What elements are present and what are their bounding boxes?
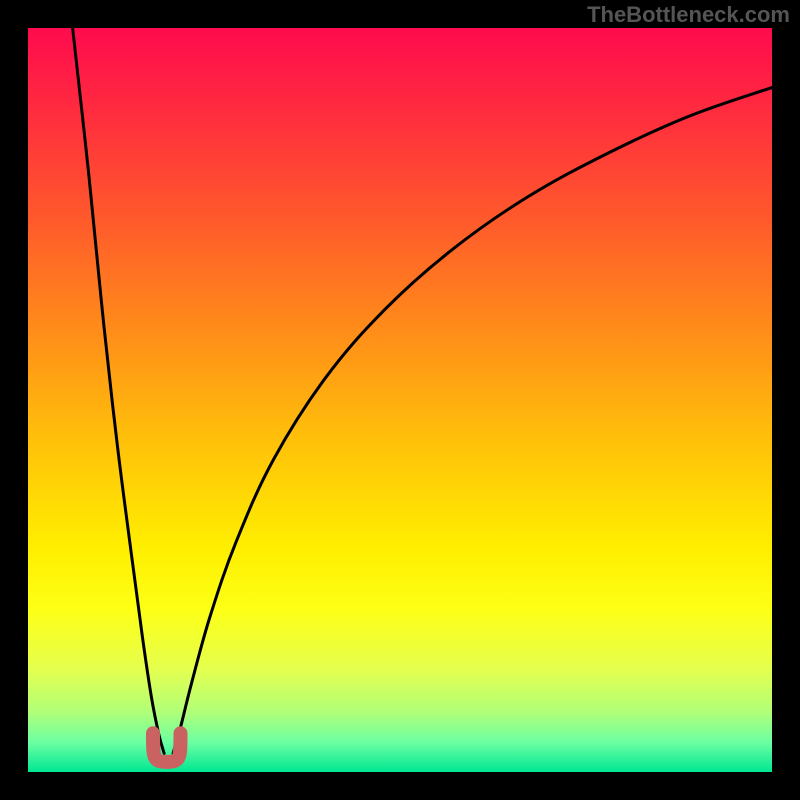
chart-svg — [0, 0, 800, 800]
chart-container: TheBottleneck.com — [0, 0, 800, 800]
plot-background-gradient — [28, 28, 772, 772]
watermark-text: TheBottleneck.com — [587, 2, 790, 28]
